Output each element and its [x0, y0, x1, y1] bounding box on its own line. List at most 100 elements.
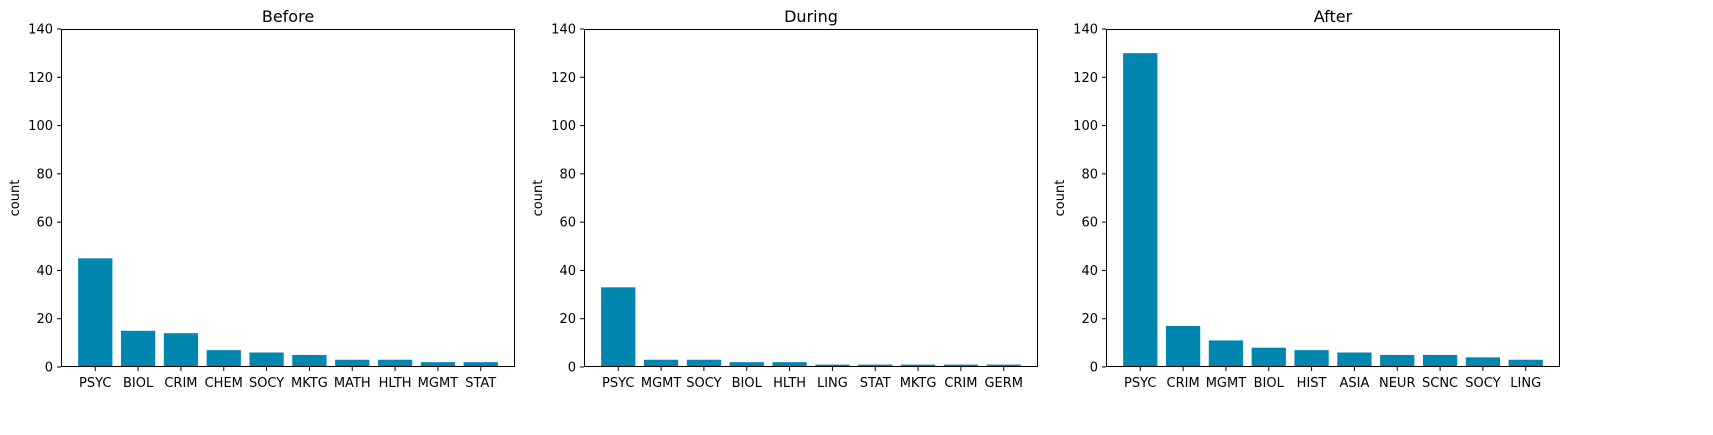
- x-tick-label: HLTH: [773, 376, 806, 391]
- bar: [815, 364, 850, 367]
- bar: [1422, 354, 1458, 367]
- x-tick-label: HIST: [1297, 376, 1327, 391]
- y-axis-label: count: [8, 180, 23, 217]
- x-tick-label: STAT: [860, 376, 891, 391]
- y-tick-label: 40: [1081, 264, 1098, 279]
- x-tick-label: CRIM: [164, 376, 197, 391]
- x-ticks: PSYC BIOL CRIM CHEM SOCY MKTG MATH HLTH MGMT STAT: [79, 367, 496, 391]
- bar: [292, 354, 327, 367]
- x-tick-label: SOCY: [249, 376, 284, 391]
- bar: [986, 364, 1021, 367]
- y-tick-label: 140: [1073, 23, 1098, 38]
- bar: [943, 364, 979, 367]
- x-tick-label: CRIM: [944, 376, 977, 391]
- y-tick-label: 20: [559, 312, 576, 327]
- x-tick-label: BIOL: [1254, 376, 1285, 391]
- plot-frame: [61, 29, 515, 367]
- x-tick-label: PSYC: [1124, 376, 1156, 391]
- y-tick-label: 80: [1081, 167, 1098, 182]
- panel-title: After: [1314, 7, 1353, 26]
- x-tick-label: CHEM: [205, 376, 243, 391]
- y-ticks: 0 20 40 60 80 100 120 140: [28, 23, 61, 376]
- x-tick-label: LING: [1510, 376, 1541, 391]
- y-tick-label: 100: [1073, 119, 1098, 134]
- y-tick-label: 80: [36, 167, 53, 182]
- bar: [163, 333, 199, 367]
- bar: [1465, 357, 1501, 367]
- bar: [858, 364, 893, 367]
- plot-frame: [584, 29, 1038, 367]
- y-axis-label: count: [1053, 180, 1068, 217]
- bar-group: [601, 287, 1021, 367]
- bar: [643, 359, 679, 367]
- bar: [463, 362, 498, 367]
- x-ticks: PSYC CRIM MGMT BIOL HIST ASIA NEUR SCNC SOCY LING: [1124, 367, 1541, 391]
- x-tick-label: MGMT: [641, 376, 682, 391]
- x-tick-label: MKTG: [900, 376, 937, 391]
- bar: [1165, 325, 1201, 367]
- x-tick-label: NEUR: [1379, 376, 1416, 391]
- panel-before: Before count 0 20 40 60 80 100 120 140 PSYC BIOL…: [8, 7, 515, 391]
- y-tick-label: 120: [28, 71, 53, 86]
- bar: [335, 359, 370, 367]
- x-ticks: PSYC MGMT SOCY BIOL HLTH LING STAT MKTG CRIM GERM: [602, 367, 1023, 391]
- bar: [249, 352, 284, 367]
- y-tick-label: 0: [568, 361, 576, 376]
- panel-title: During: [784, 7, 838, 26]
- y-ticks: 0 20 40 60 80 100 120 140: [551, 23, 584, 376]
- x-tick-label: MATH: [334, 376, 371, 391]
- plot-frame: [1106, 29, 1560, 367]
- bar-group: [78, 258, 498, 367]
- bar: [601, 287, 636, 367]
- x-tick-label: CRIM: [1167, 376, 1200, 391]
- x-tick-label: BIOL: [732, 376, 763, 391]
- bar: [1208, 340, 1244, 367]
- y-tick-label: 20: [36, 312, 53, 327]
- y-tick-label: 100: [551, 119, 576, 134]
- y-ticks: 0 20 40 60 80 100 120 140: [1073, 23, 1106, 376]
- bar: [686, 359, 722, 367]
- bar: [78, 258, 113, 367]
- x-tick-label: PSYC: [602, 376, 634, 391]
- x-tick-label: MGMT: [1206, 376, 1247, 391]
- x-tick-label: SOCY: [1465, 376, 1500, 391]
- x-tick-label: MGMT: [418, 376, 459, 391]
- bar: [900, 364, 936, 367]
- bar: [1508, 359, 1543, 367]
- bar: [1380, 354, 1415, 367]
- y-tick-label: 60: [36, 216, 53, 231]
- y-tick-label: 0: [1090, 361, 1098, 376]
- bar: [206, 350, 241, 367]
- bar: [1251, 347, 1286, 367]
- x-tick-label: STAT: [465, 376, 496, 391]
- x-tick-label: SCNC: [1422, 376, 1458, 391]
- panel-title: Before: [262, 7, 314, 26]
- y-tick-label: 20: [1081, 312, 1098, 327]
- bar: [772, 362, 807, 367]
- x-tick-label: PSYC: [79, 376, 111, 391]
- bar: [1337, 352, 1372, 367]
- x-tick-label: GERM: [984, 376, 1023, 391]
- x-tick-label: MKTG: [291, 376, 328, 391]
- bar: [120, 330, 156, 367]
- bar-group: [1123, 53, 1543, 368]
- bar: [377, 359, 413, 367]
- bar: [1294, 350, 1329, 367]
- y-tick-label: 80: [559, 167, 576, 182]
- y-tick-label: 100: [28, 119, 53, 134]
- y-tick-label: 140: [551, 23, 576, 38]
- y-axis-label: count: [531, 180, 546, 217]
- panel-after: After count 0 20 40 60 80 100 120 140 PSYC CRIM M…: [1053, 7, 1560, 391]
- y-tick-label: 40: [559, 264, 576, 279]
- x-tick-label: ASIA: [1339, 376, 1369, 391]
- y-tick-label: 120: [551, 71, 576, 86]
- x-tick-label: BIOL: [123, 376, 154, 391]
- y-tick-label: 40: [36, 264, 53, 279]
- x-tick-label: HLTH: [379, 376, 412, 391]
- x-tick-label: SOCY: [686, 376, 721, 391]
- y-tick-label: 120: [1073, 71, 1098, 86]
- y-tick-label: 60: [1081, 216, 1098, 231]
- y-tick-label: 60: [559, 216, 576, 231]
